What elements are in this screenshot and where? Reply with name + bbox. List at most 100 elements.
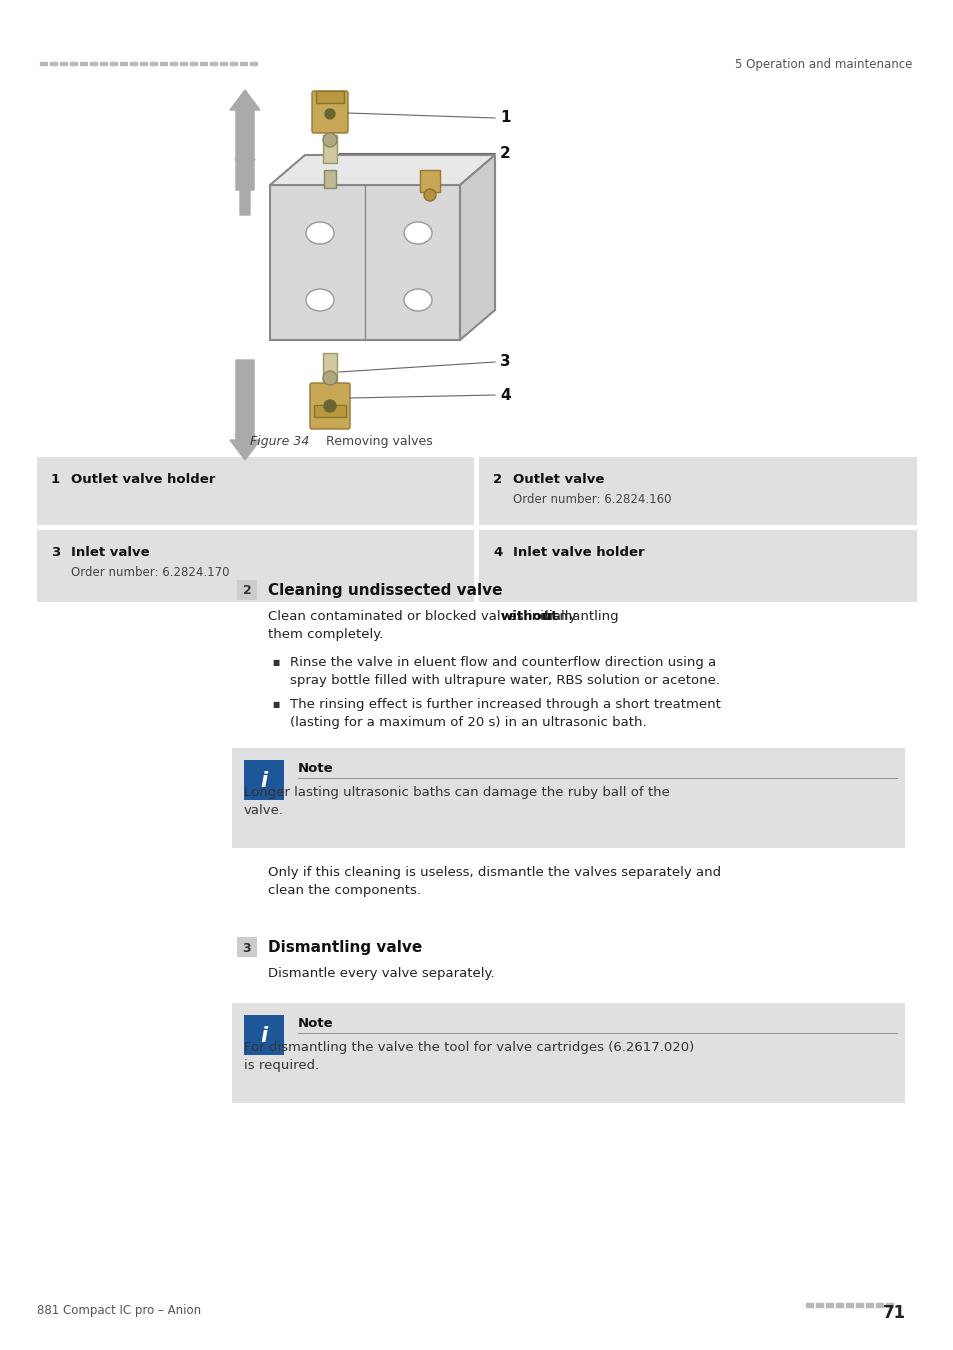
Ellipse shape	[306, 221, 334, 244]
Bar	[815, 1303, 822, 1307]
Bar	[120, 62, 127, 65]
Text: 2: 2	[242, 585, 251, 598]
Bar	[37, 531, 474, 602]
Bar	[90, 62, 97, 65]
Text: Cleaning undissected valve: Cleaning undissected valve	[268, 583, 502, 598]
Bar	[230, 62, 236, 65]
Bar	[478, 531, 916, 602]
Circle shape	[324, 400, 335, 412]
Text: 3: 3	[499, 355, 510, 370]
Bar	[236, 580, 256, 599]
Bar	[150, 62, 157, 65]
Text: Only if this cleaning is useless, dismantle the valves separately and: Only if this cleaning is useless, disman…	[268, 865, 720, 879]
Bar	[60, 62, 67, 65]
Bar	[70, 62, 77, 65]
Text: ■: ■	[272, 701, 279, 709]
Bar	[200, 62, 207, 65]
Text: 3: 3	[51, 545, 60, 559]
Bar	[885, 1303, 892, 1307]
Bar	[835, 1303, 842, 1307]
Bar	[210, 62, 216, 65]
Bar	[323, 135, 336, 163]
Bar	[244, 760, 284, 801]
Text: Dismantling valve: Dismantling valve	[268, 940, 422, 954]
Text: 2: 2	[493, 472, 501, 486]
Text: Clean contaminated or blocked valves initially: Clean contaminated or blocked valves ini…	[268, 610, 580, 622]
Bar	[80, 62, 87, 65]
Ellipse shape	[403, 221, 432, 244]
Text: 3: 3	[242, 941, 251, 954]
Bar	[180, 62, 187, 65]
Text: 71: 71	[882, 1304, 905, 1322]
Text: i: i	[260, 771, 267, 791]
Text: Note: Note	[297, 1017, 334, 1030]
Text: 1: 1	[51, 472, 60, 486]
Polygon shape	[270, 155, 495, 185]
Text: 4: 4	[493, 545, 501, 559]
Ellipse shape	[403, 289, 432, 310]
Text: Order number: 6.2824.160: Order number: 6.2824.160	[513, 493, 671, 506]
Bar	[244, 1015, 284, 1054]
Text: 5 Operation and maintenance: 5 Operation and maintenance	[734, 58, 911, 72]
Text: i: i	[260, 1026, 267, 1046]
Bar	[270, 185, 459, 340]
Text: clean the components.: clean the components.	[268, 884, 420, 896]
Bar	[825, 1303, 832, 1307]
Text: 2: 2	[499, 146, 510, 161]
Bar	[232, 748, 904, 848]
FancyBboxPatch shape	[310, 383, 350, 429]
Text: Removing valves: Removing valves	[310, 435, 433, 448]
Bar	[323, 352, 336, 383]
Polygon shape	[459, 155, 495, 340]
Text: Note: Note	[297, 761, 334, 775]
Text: ■: ■	[272, 657, 279, 667]
Text: spray bottle filled with ultrapure water, RBS solution or acetone.: spray bottle filled with ultrapure water…	[290, 674, 720, 687]
Bar	[236, 937, 256, 957]
Bar	[315, 90, 344, 103]
Bar	[40, 62, 47, 65]
Bar	[875, 1303, 882, 1307]
Text: The rinsing effect is further increased through a short treatment: The rinsing effect is further increased …	[290, 698, 720, 711]
Bar	[419, 170, 439, 192]
Text: 1: 1	[499, 111, 510, 126]
FancyArrow shape	[234, 379, 254, 450]
Bar	[130, 62, 137, 65]
Bar	[855, 1303, 862, 1307]
Text: Outlet valve holder: Outlet valve holder	[71, 472, 215, 486]
Text: Dismantle every valve separately.: Dismantle every valve separately.	[268, 967, 494, 980]
Bar	[220, 62, 227, 65]
FancyArrow shape	[230, 90, 260, 190]
Bar	[50, 62, 57, 65]
Bar	[805, 1303, 812, 1307]
Bar	[324, 170, 335, 188]
Text: Rinse the valve in eluent flow and counterflow direction using a: Rinse the valve in eluent flow and count…	[290, 656, 716, 670]
Bar	[478, 458, 916, 525]
Text: dismantling: dismantling	[536, 610, 618, 622]
Bar	[170, 62, 177, 65]
Ellipse shape	[306, 289, 334, 310]
Bar	[314, 405, 346, 417]
FancyBboxPatch shape	[312, 90, 348, 134]
Text: them completely.: them completely.	[268, 628, 383, 641]
Text: Order number: 6.2824.170: Order number: 6.2824.170	[71, 566, 230, 579]
Text: Figure 34: Figure 34	[250, 435, 309, 448]
Circle shape	[323, 134, 336, 147]
Text: Inlet valve holder: Inlet valve holder	[513, 545, 644, 559]
Text: Inlet valve: Inlet valve	[71, 545, 150, 559]
FancyArrow shape	[234, 144, 254, 215]
Bar	[37, 458, 474, 525]
Bar	[250, 62, 256, 65]
Bar	[110, 62, 117, 65]
Text: 4: 4	[499, 387, 510, 402]
Bar	[160, 62, 167, 65]
Text: valve.: valve.	[244, 805, 284, 817]
Bar	[190, 62, 196, 65]
Text: Longer lasting ultrasonic baths can damage the ruby ball of the: Longer lasting ultrasonic baths can dama…	[244, 786, 669, 799]
FancyArrow shape	[230, 360, 260, 460]
Bar	[140, 62, 147, 65]
Bar	[100, 62, 107, 65]
Bar	[240, 62, 247, 65]
Text: Outlet valve: Outlet valve	[513, 472, 604, 486]
Text: is required.: is required.	[244, 1058, 319, 1072]
Bar	[845, 1303, 852, 1307]
